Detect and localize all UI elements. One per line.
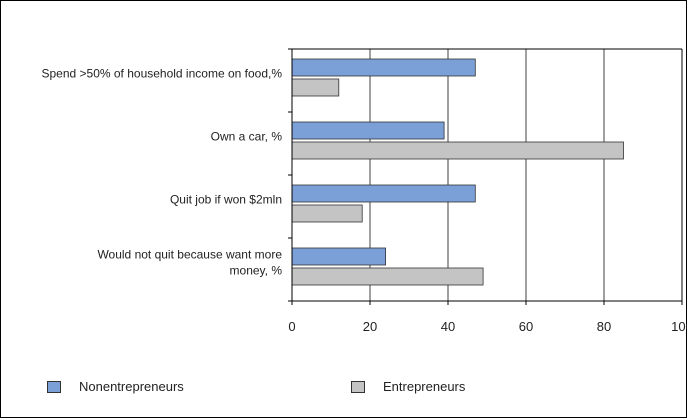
category-label-2: Quit job if won $2mln (170, 193, 282, 207)
legend-item-entrepreneurs: Entrepreneurs (351, 379, 465, 394)
bar-entrepreneurs-2 (291, 204, 363, 223)
x-tick-label-0: 0 (288, 319, 295, 334)
x-tick-label-20: 20 (363, 319, 377, 334)
category-label-1: Own a car, % (211, 130, 283, 144)
bar-nonentrepreneurs-2 (291, 184, 476, 203)
legend-item-nonentrepreneurs: Nonentrepreneurs (47, 379, 184, 394)
bar-entrepreneurs-3 (291, 267, 484, 286)
x-tick-label-80: 80 (597, 319, 611, 334)
x-tick-label-100: 100 (671, 319, 687, 334)
x-tick-label-60: 60 (519, 319, 533, 334)
bar-nonentrepreneurs-3 (291, 247, 386, 266)
bar-nonentrepreneurs-0 (291, 58, 476, 77)
legend-label-entrepreneurs: Entrepreneurs (383, 379, 466, 394)
legend-swatch-nonentrepreneurs (47, 380, 61, 393)
category-label-0: Spend >50% of household income on food,% (41, 67, 282, 81)
legend-swatch-entrepreneurs (351, 380, 365, 393)
bar-entrepreneurs-1 (291, 141, 624, 160)
category-label-3: Would not quit because want more money, % (97, 248, 282, 278)
bar-nonentrepreneurs-1 (291, 121, 445, 140)
legend-label-nonentrepreneurs: Nonentrepreneurs (79, 379, 184, 394)
bar-entrepreneurs-0 (291, 78, 340, 97)
x-tick-label-40: 40 (441, 319, 455, 334)
